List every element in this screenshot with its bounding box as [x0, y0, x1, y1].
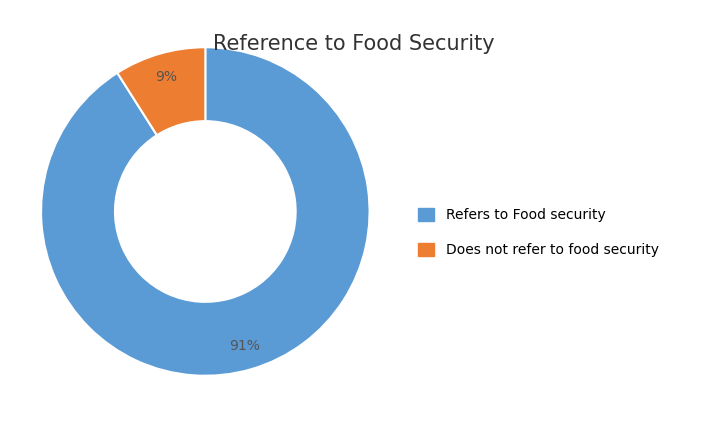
Wedge shape: [41, 47, 370, 376]
Text: Reference to Food Security: Reference to Food Security: [213, 34, 495, 54]
Text: 91%: 91%: [229, 339, 260, 353]
Legend: Refers to Food security, Does not refer to food security: Refers to Food security, Does not refer …: [412, 203, 664, 263]
Wedge shape: [118, 47, 205, 135]
Text: 9%: 9%: [155, 70, 177, 84]
